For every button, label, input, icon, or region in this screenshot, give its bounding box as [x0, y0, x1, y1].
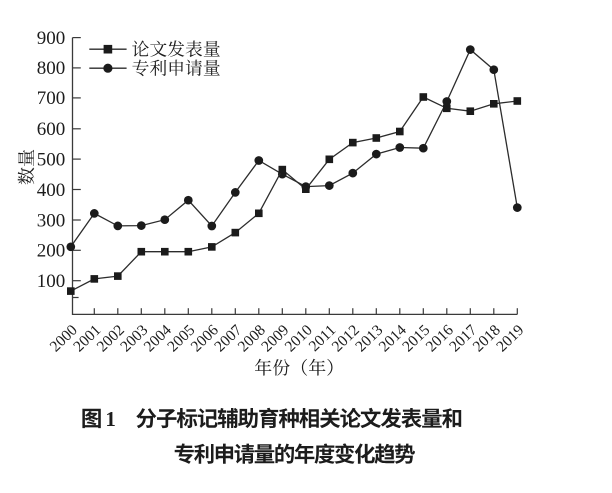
- svg-text:400: 400: [37, 180, 66, 201]
- svg-text:800: 800: [37, 58, 66, 79]
- svg-text:500: 500: [37, 149, 66, 170]
- svg-text:1: 1: [105, 407, 116, 431]
- svg-text:300: 300: [37, 210, 66, 231]
- svg-text:100: 100: [37, 271, 66, 292]
- svg-text:600: 600: [37, 119, 66, 140]
- svg-text:200: 200: [37, 241, 66, 262]
- svg-text:700: 700: [37, 88, 66, 109]
- svg-text:900: 900: [37, 28, 66, 49]
